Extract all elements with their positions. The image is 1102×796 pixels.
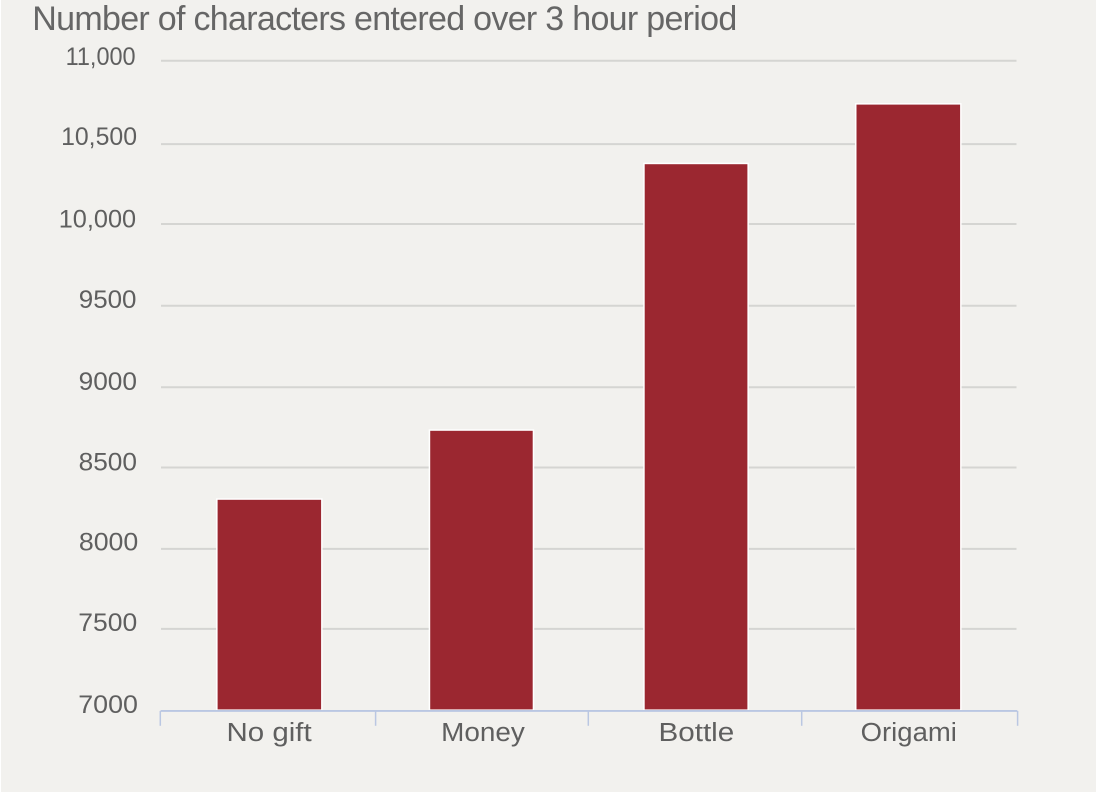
svg-text:Money: Money [441,718,525,747]
svg-text:9500: 9500 [79,286,137,313]
svg-text:7500: 7500 [78,610,137,637]
svg-text:Number of characters entered o: Number of characters entered over 3 hour… [32,0,737,38]
svg-text:Bottle: Bottle [658,718,734,747]
svg-text:11,000: 11,000 [66,43,136,71]
svg-text:8500: 8500 [79,449,137,476]
svg-text:8000: 8000 [79,529,138,556]
svg-text:10,500: 10,500 [61,123,137,151]
svg-text:9000: 9000 [79,369,137,396]
svg-text:No gift: No gift [226,718,311,747]
svg-text:10,000: 10,000 [59,206,136,234]
svg-text:Origami: Origami [861,718,957,747]
svg-text:7000: 7000 [78,692,138,719]
